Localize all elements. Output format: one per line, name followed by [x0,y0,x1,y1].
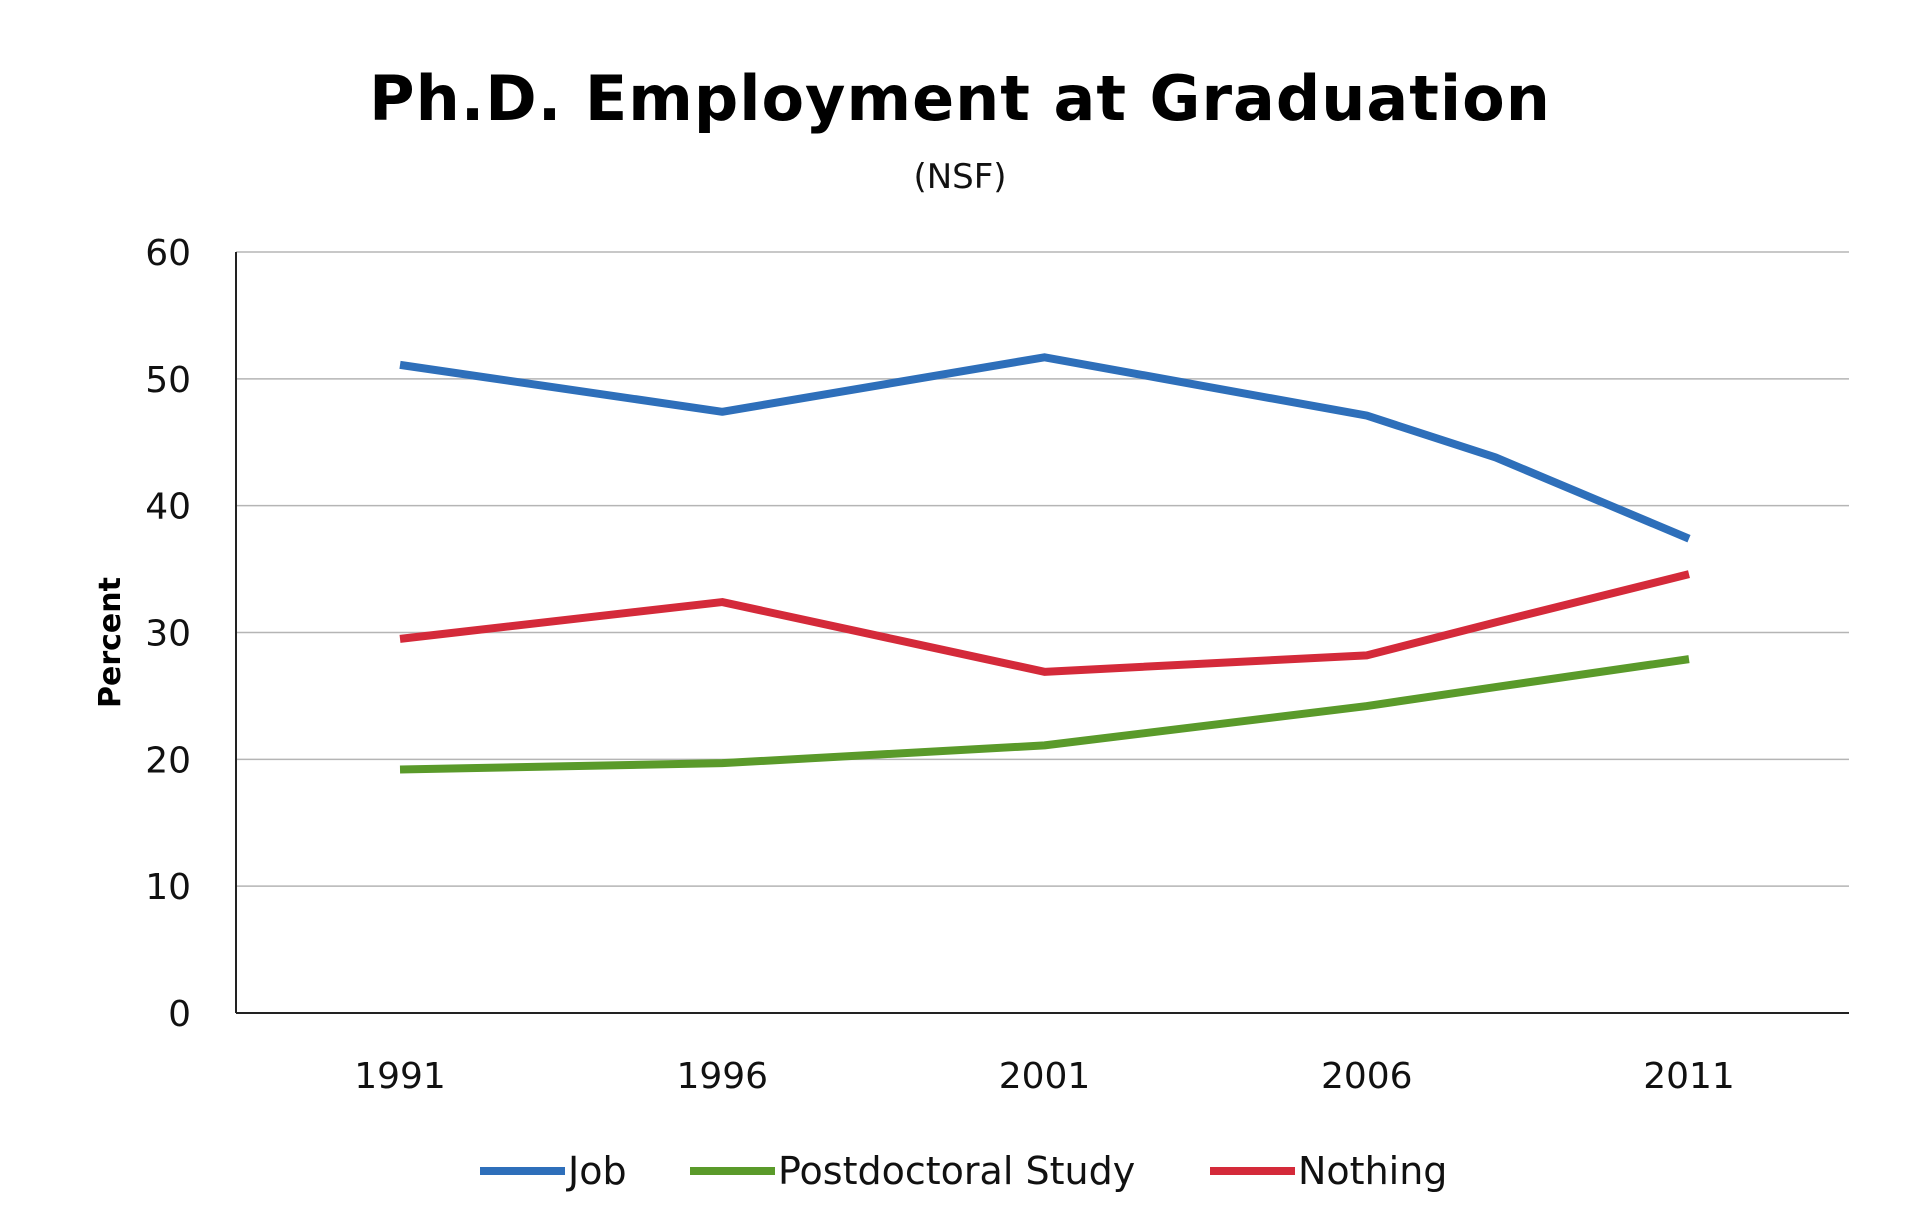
legend-label: Job [566,1149,627,1193]
y-tick-label: 20 [145,740,191,781]
x-tick-label: 2006 [1321,1056,1413,1097]
x-tick-label: 1996 [676,1056,768,1097]
chart-subtitle: (NSF) [913,157,1007,197]
chart-title: Ph.D. Employment at Graduation [369,62,1551,135]
series-line-postdoctoral-study [399,655,1690,774]
y-axis-label: Percent [93,577,128,708]
series-line-nothing [399,570,1690,676]
y-tick-label: 50 [145,360,191,401]
y-tick-label: 30 [145,614,191,655]
x-tick-label: 1991 [354,1056,446,1097]
y-tick-label: 40 [145,487,191,528]
x-tick-label: 2001 [999,1056,1091,1097]
legend-label: Postdoctoral Study [778,1149,1135,1193]
x-tick-label: 2011 [1643,1056,1735,1097]
y-tick-label: 60 [145,233,191,274]
y-tick-label: 0 [168,994,191,1035]
legend-label: Nothing [1298,1149,1447,1193]
series-line-job [399,353,1691,543]
y-tick-label: 10 [145,867,191,908]
